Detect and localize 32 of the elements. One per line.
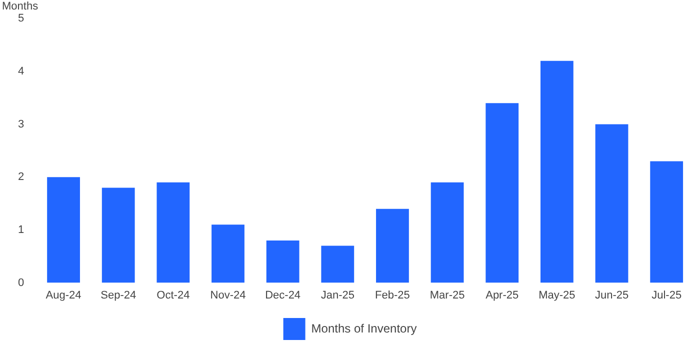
bar	[266, 240, 300, 283]
y-axis-title: Months	[2, 0, 39, 13]
x-tick-label: Sep-24	[100, 289, 136, 302]
y-tick-label: 4	[18, 65, 24, 78]
x-tick-label: Mar-25	[430, 289, 465, 302]
bar	[376, 208, 409, 283]
bar	[212, 224, 244, 283]
bar	[595, 124, 628, 283]
y-tick-label: 0	[18, 276, 24, 289]
x-tick-label: Jan-25	[320, 289, 354, 302]
x-tick-label: May-25	[538, 289, 576, 302]
x-tick-label: Oct-24	[156, 289, 190, 302]
x-tick-label: Dec-24	[265, 289, 301, 302]
bar	[102, 188, 135, 283]
x-tick-label: Apr-25	[486, 289, 519, 302]
bar	[47, 177, 80, 283]
bar	[540, 60, 574, 283]
bar	[321, 246, 354, 283]
x-tick-label: Jul-25	[652, 289, 682, 302]
y-tick-label: 2	[18, 171, 24, 184]
x-tick-label: Nov-24	[210, 289, 246, 302]
bar	[486, 103, 519, 283]
legend-label: Months of Inventory	[311, 321, 417, 336]
y-tick-label: 1	[18, 224, 24, 236]
y-tick-label: 3	[18, 118, 24, 130]
y-tick-label: 5	[18, 12, 24, 25]
bar	[430, 182, 464, 283]
x-tick-label: Aug-24	[46, 289, 82, 302]
bar	[650, 161, 684, 283]
x-tick-label: Feb-25	[375, 289, 410, 302]
bar	[156, 182, 190, 283]
x-tick-label: Jun-25	[594, 289, 629, 302]
